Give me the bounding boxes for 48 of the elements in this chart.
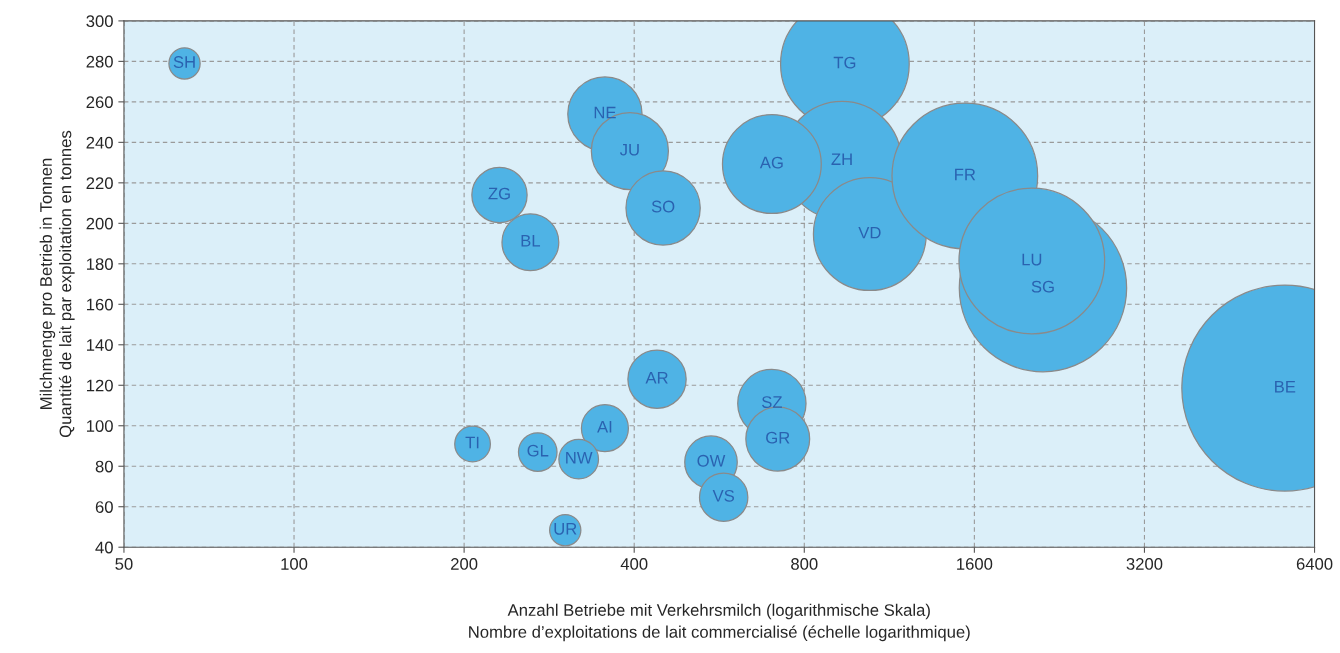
y-tick-label: 120 [87, 379, 113, 392]
annotation: GR [766, 431, 790, 444]
annotation: SO [651, 200, 675, 213]
y-tick-label: 100 [87, 420, 113, 432]
x-tick-label: 800 [791, 558, 818, 570]
annotation: VD [858, 226, 881, 239]
annotation: VS [712, 489, 735, 502]
x-tick-label: 1600 [957, 558, 993, 570]
annotation: ZH [831, 153, 852, 165]
annotation: SG [1031, 280, 1054, 293]
x-tick-label: 50 [115, 558, 133, 570]
y-tick-label: 40 [95, 541, 113, 554]
annotation: UR [554, 523, 577, 535]
y-tick-label: 140 [87, 339, 113, 351]
y-tick-label: 260 [86, 96, 113, 109]
y-tick-label: 160 [87, 298, 113, 311]
annotation: BE [1275, 380, 1296, 393]
y-tick-label: 240 [86, 136, 113, 149]
annotation: FR [955, 168, 976, 181]
annotation: SH [173, 56, 195, 68]
y-tick-label: 180 [87, 258, 113, 271]
y-tick-label: 60 [95, 501, 113, 513]
annotation: AI [597, 421, 612, 433]
x-tick-label: 200 [451, 558, 478, 570]
y-tick-label: 80 [95, 460, 113, 473]
y-tick-label: 300 [86, 15, 113, 28]
x-tick-label: 400 [620, 558, 648, 570]
x-tick-label: 100 [281, 558, 308, 570]
x-axis-title: Anzahl Betriebe mit Verkehrsmilch (logarithmische Skala) Nombre d’exploitations de lait commercialisé (échelle logarithmique) [469, 603, 970, 642]
annotation: TI [465, 436, 479, 449]
annotation: NE [594, 106, 616, 119]
annotation: AG [759, 156, 783, 169]
annotation: JU [619, 143, 639, 156]
annotation: GL [527, 444, 549, 457]
y-axis-title: Milchmenge pro Betrieb in Tonnen Quantité de lait par exploitation en tonnes [39, 130, 75, 438]
x-tick-label: 3200 [1126, 558, 1163, 570]
y-tick-label: 220 [86, 177, 113, 190]
x-tick-label: 6400 [1296, 558, 1333, 570]
y-tick-label: 280 [86, 55, 113, 68]
annotation: ZG [488, 187, 510, 200]
annotation: TG [833, 56, 856, 69]
y-tick-label: 200 [86, 217, 113, 230]
annotation: LU [1022, 253, 1042, 266]
annotation: AR [645, 372, 668, 384]
annotation: BL [521, 235, 541, 247]
annotation: NW [566, 452, 593, 464]
annotation: OW [697, 454, 726, 467]
annotation: SZ [761, 396, 782, 408]
